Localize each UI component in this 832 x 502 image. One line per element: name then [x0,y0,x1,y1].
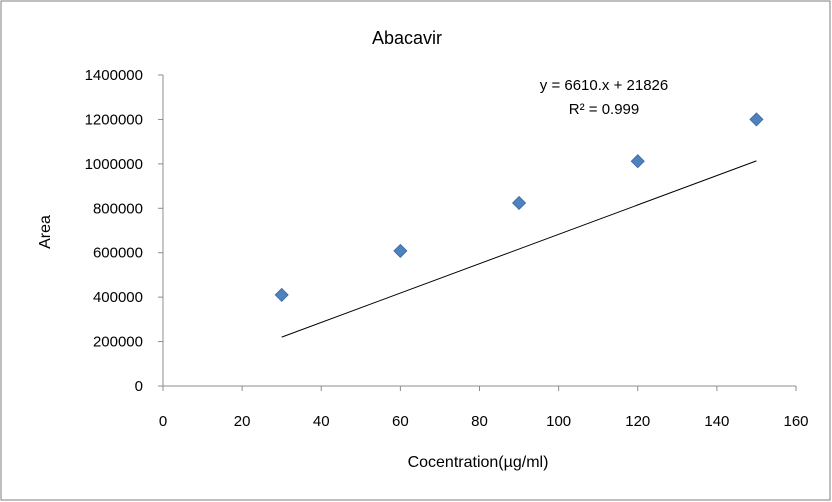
y-tick-label: 0 [135,378,143,395]
y-tick-label: 1000000 [85,156,143,173]
r-squared-label: R² = 0.999 [569,101,639,118]
x-tick-label: 100 [546,413,571,430]
trendline-group [281,160,757,338]
y-tick-label: 1200000 [85,111,143,128]
data-point [393,243,408,259]
x-tick-label: 160 [783,413,808,430]
y-tick-label: 400000 [93,289,143,306]
y-ticks: 0 200000 400000 600000 800000 1000000 1200000 1… [85,67,163,395]
plot-area: 0 200000 400000 600000 800000 1000000 1200000 1… [85,67,809,430]
y-axis-title: Area [37,215,54,249]
y-tick-label: 200000 [93,334,143,351]
x-tick-label: 80 [471,413,488,430]
data-point [274,287,289,302]
x-ticks: 0 20 40 60 80 100 120 140 160 [159,386,809,430]
x-tick-label: 60 [392,413,409,430]
x-tick-label: 140 [704,413,729,430]
x-tick-label: 40 [313,413,330,430]
data-points [274,112,764,302]
x-axis-title: Cocentration(µg/ml) [408,454,549,471]
trendline [281,160,757,338]
y-tick-label: 600000 [93,245,143,262]
data-point [511,195,527,211]
y-tick-label: 800000 [93,200,143,217]
data-point [749,112,764,127]
y-tick-label: 1400000 [85,67,143,84]
chart-title: Abacavir [372,28,442,48]
trendline-equation: y = 6610.x + 21826 [540,77,668,94]
x-tick-label: 0 [159,413,167,430]
x-tick-label: 120 [625,413,650,430]
data-point [630,154,645,169]
x-tick-label: 20 [234,413,251,430]
